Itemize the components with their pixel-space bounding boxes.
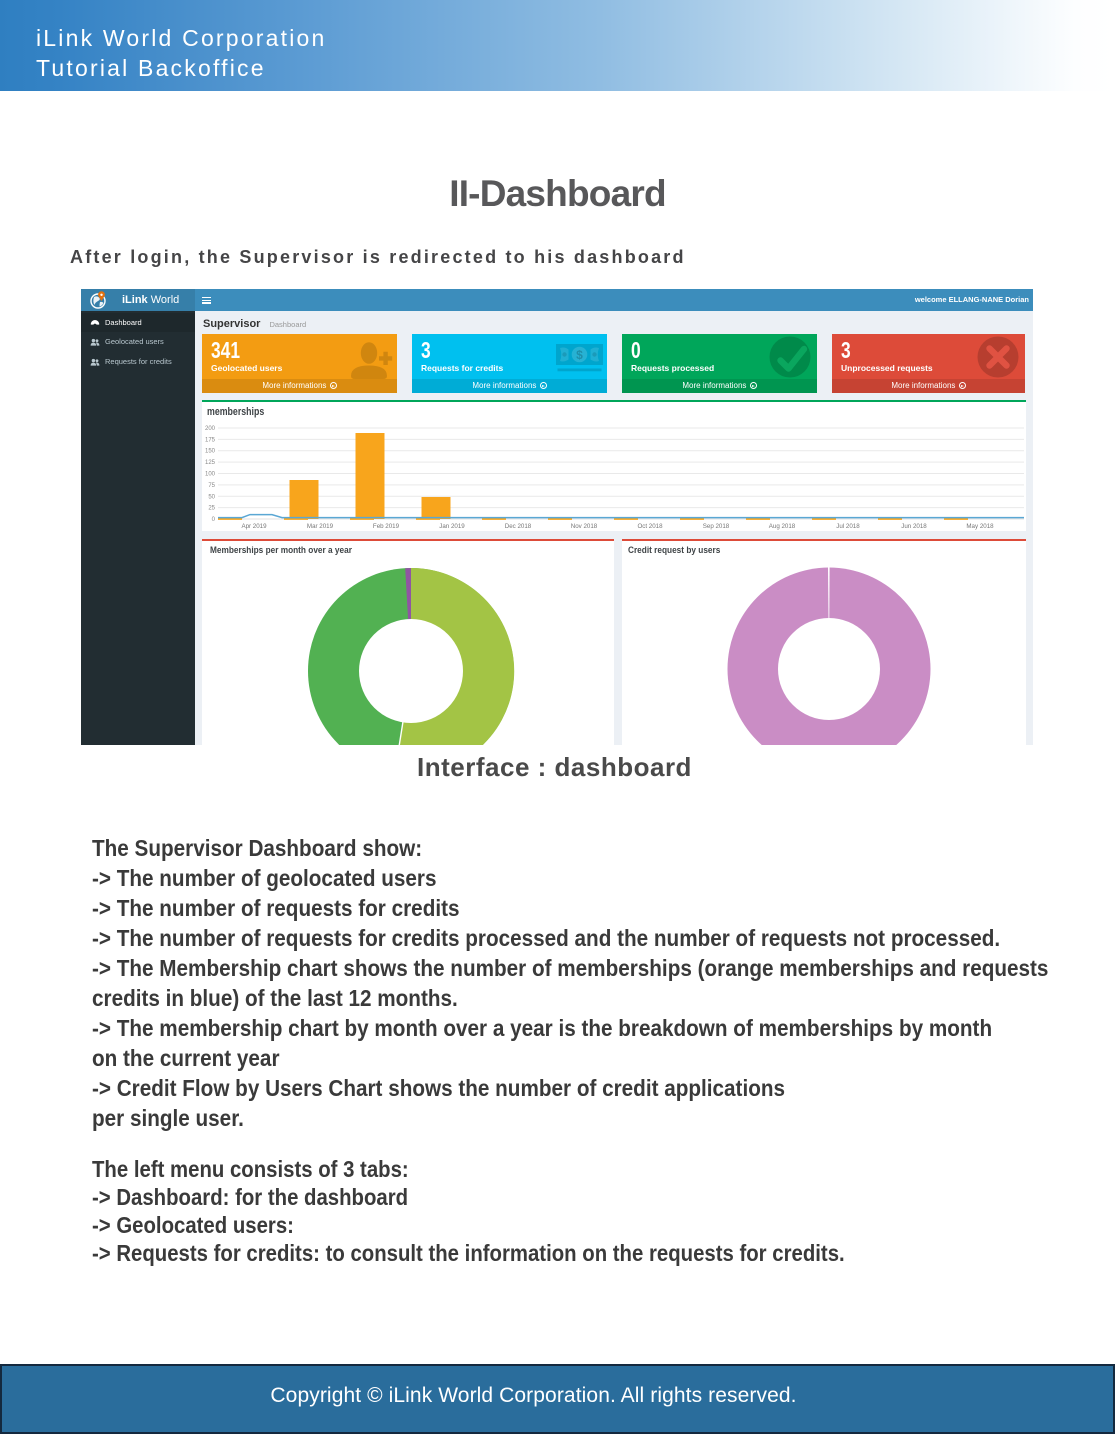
svg-text:Feb 2019: Feb 2019 [373,523,400,530]
svg-text:150: 150 [205,449,216,455]
svg-text:100: 100 [205,472,216,478]
svg-text:Mar 2019: Mar 2019 [307,523,334,530]
svg-text:Jan 2019: Jan 2019 [439,523,465,530]
svg-text:200: 200 [205,426,216,432]
svg-text:0: 0 [212,517,216,523]
svg-text:75: 75 [208,483,215,489]
svg-text:50: 50 [208,494,215,500]
svg-text:25: 25 [208,506,215,512]
svg-text:Aug 2018: Aug 2018 [769,523,796,530]
svg-text:Nov 2018: Nov 2018 [571,523,598,530]
svg-text:$: $ [576,348,583,362]
svg-text:Oct 2018: Oct 2018 [637,523,663,530]
svg-text:175: 175 [205,437,216,443]
svg-text:Apr 2019: Apr 2019 [241,523,267,530]
svg-text:125: 125 [205,460,216,466]
svg-text:Sep 2018: Sep 2018 [703,523,730,530]
svg-text:Dec 2018: Dec 2018 [505,523,532,530]
svg-text:May 2018: May 2018 [966,523,994,530]
svg-text:Jun 2018: Jun 2018 [901,523,927,530]
svg-text:Jul 2018: Jul 2018 [836,523,860,530]
